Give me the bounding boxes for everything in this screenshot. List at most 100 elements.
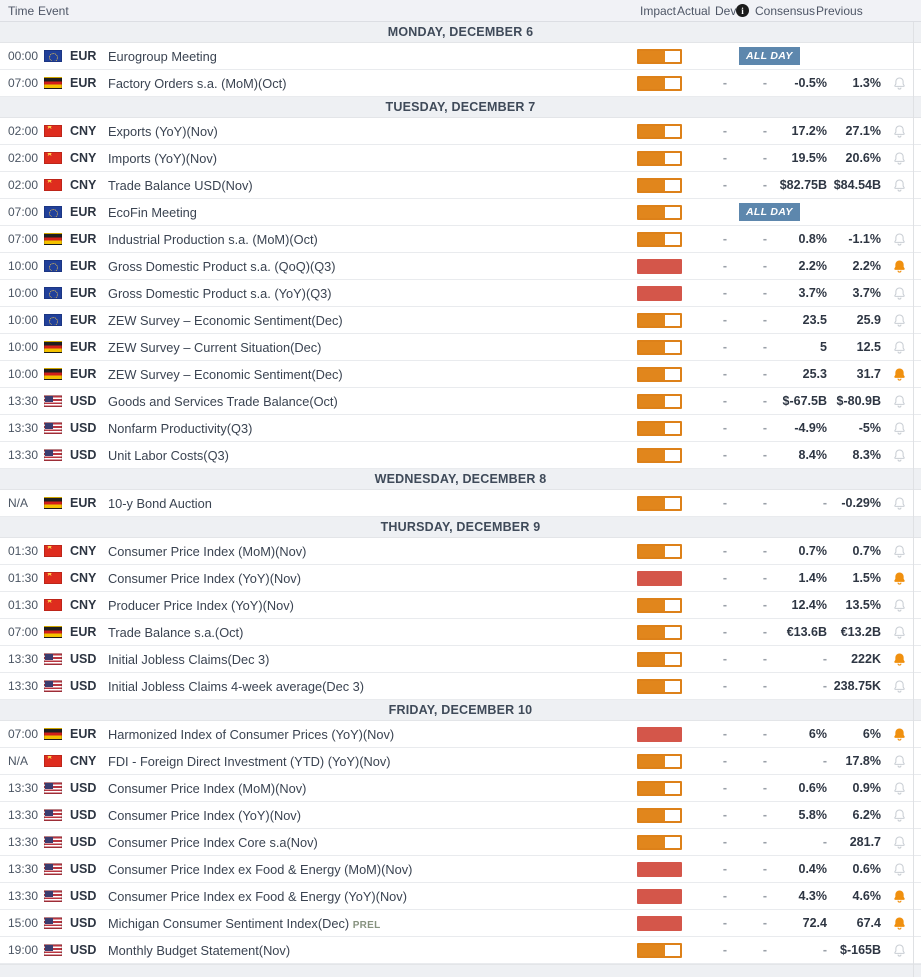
event-name: Harmonized Index of Consumer Prices (YoY…: [108, 726, 395, 742]
event-row[interactable]: 15:00 USD Michigan Consumer Sentiment Inde…: [0, 910, 921, 937]
actual-value: -: [722, 862, 727, 876]
event-time: 13:30: [8, 835, 39, 849]
bell-icon-active[interactable]: [881, 259, 913, 274]
previous-value: 6.2%: [852, 808, 882, 822]
event-row[interactable]: 10:00 EUR Gross Domestic Product s.a. (YoY…: [0, 280, 921, 307]
event-name: Consumer Price Index Core s.a(Nov): [108, 834, 318, 850]
actual-value: -: [722, 232, 727, 246]
bell-icon[interactable]: [881, 781, 913, 796]
event-time: 02:00: [8, 151, 39, 165]
event-row[interactable]: 13:30 USD Consumer Price Index (MoM)(Nov) -…: [0, 775, 921, 802]
event-row[interactable]: 10:00 EUR ZEW Survey – Current Situation(D…: [0, 334, 921, 361]
dev-value: -: [762, 340, 767, 354]
actual-value: -: [722, 598, 727, 612]
event-row[interactable]: 07:00 EUR Industrial Production s.a. (MoM)…: [0, 226, 921, 253]
event-row[interactable]: 00:00 EUR Eurogroup Meeting ALL DAY: [0, 43, 921, 70]
bell-icon[interactable]: [881, 124, 913, 139]
event-row[interactable]: 07:00 EUR EcoFin Meeting ALL DAY: [0, 199, 921, 226]
bell-icon[interactable]: [881, 943, 913, 958]
previous-value: 1.3%: [852, 76, 882, 90]
event-row[interactable]: 02:00 CNY Imports (YoY)(Nov) - - 19.5% 20.6%: [0, 145, 921, 172]
actual-value: -: [722, 652, 727, 666]
event-row[interactable]: 13:30 USD Initial Jobless Claims(Dec 3) - - -…: [0, 646, 921, 673]
event-row[interactable]: 13:30 USD Goods and Services Trade Balance…: [0, 388, 921, 415]
de-flag-icon: [44, 497, 62, 509]
event-row[interactable]: 13:30 USD Consumer Price Index ex Food & E…: [0, 883, 921, 910]
previous-value: $-165B: [840, 943, 881, 957]
event-time: 10:00: [8, 286, 39, 300]
event-row[interactable]: 02:00 CNY Exports (YoY)(Nov) - - 17.2% 27.1%: [0, 118, 921, 145]
cn-flag-icon: [44, 599, 62, 611]
impact-bar-fill: [639, 782, 666, 794]
event-row[interactable]: 07:00 EUR Harmonized Index of Consumer Pri…: [0, 721, 921, 748]
bell-icon-active[interactable]: [881, 889, 913, 904]
cn-flag-icon: [44, 572, 62, 584]
currency-code: USD: [70, 889, 97, 903]
event-row[interactable]: 10:00 EUR Gross Domestic Product s.a. (QoQ…: [0, 253, 921, 280]
bell-icon-active[interactable]: [881, 571, 913, 586]
bell-icon[interactable]: [881, 808, 913, 823]
bell-icon-active[interactable]: [881, 916, 913, 931]
event-time: N/A: [8, 754, 29, 768]
previous-value: 0.9%: [852, 781, 882, 795]
actual-value: -: [722, 808, 727, 822]
bell-icon[interactable]: [881, 286, 913, 301]
event-time: 07:00: [8, 727, 39, 741]
bell-icon[interactable]: [881, 679, 913, 694]
bell-icon[interactable]: [881, 448, 913, 463]
consensus-value: -: [822, 754, 827, 768]
event-row[interactable]: 01:30 CNY Consumer Price Index (MoM)(Nov) -…: [0, 538, 921, 565]
impact-bar-fill: [639, 836, 666, 848]
event-row[interactable]: 13:30 USD Nonfarm Productivity(Q3) - - -4.9% -…: [0, 415, 921, 442]
actual-value: -: [722, 151, 727, 165]
dev-info-icon[interactable]: i: [736, 4, 749, 17]
event-row[interactable]: 13:30 USD Consumer Price Index (YoY)(Nov) -…: [0, 802, 921, 829]
day-header: THURSDAY, DECEMBER 9: [0, 517, 921, 538]
previous-value: 8.3%: [852, 448, 882, 462]
column-header-consensus: Consensus: [755, 4, 816, 18]
impact-bar-fill: [639, 314, 666, 326]
event-row[interactable]: 10:00 EUR ZEW Survey – Economic Sentiment(…: [0, 307, 921, 334]
event-row[interactable]: N/A CNY FDI - Foreign Direct Investment (Y…: [0, 748, 921, 775]
bell-icon[interactable]: [881, 151, 913, 166]
event-name: EcoFin Meeting: [108, 204, 197, 220]
bell-icon[interactable]: [881, 544, 913, 559]
event-row[interactable]: 07:00 EUR Factory Orders s.a. (MoM)(Oct) - -…: [0, 70, 921, 97]
bell-icon-active[interactable]: [881, 652, 913, 667]
previous-value: 281.7: [849, 835, 881, 849]
event-row[interactable]: 01:30 CNY Producer Price Index (YoY)(Nov) -…: [0, 592, 921, 619]
bell-icon[interactable]: [881, 625, 913, 640]
dev-value: -: [762, 727, 767, 741]
bell-icon[interactable]: [881, 421, 913, 436]
event-name: Eurogroup Meeting: [108, 48, 217, 64]
event-time: 00:00: [8, 49, 39, 63]
bell-icon[interactable]: [881, 232, 913, 247]
event-row[interactable]: N/A EUR 10-y Bond Auction - - - -0.29%: [0, 490, 921, 517]
bell-icon[interactable]: [881, 835, 913, 850]
bell-icon[interactable]: [881, 313, 913, 328]
event-row[interactable]: 10:00 EUR ZEW Survey – Economic Sentiment(…: [0, 361, 921, 388]
event-name: Goods and Services Trade Balance(Oct): [108, 393, 338, 409]
us-flag-icon: [44, 890, 62, 902]
bell-icon[interactable]: [881, 598, 913, 613]
event-row[interactable]: 01:30 CNY Consumer Price Index (YoY)(Nov) -…: [0, 565, 921, 592]
bell-icon-active[interactable]: [881, 727, 913, 742]
event-name: Consumer Price Index (YoY)(Nov): [108, 570, 301, 586]
event-row[interactable]: 13:30 USD Initial Jobless Claims 4-week av…: [0, 673, 921, 700]
bell-icon[interactable]: [881, 76, 913, 91]
bell-icon[interactable]: [881, 754, 913, 769]
bell-icon[interactable]: [881, 496, 913, 511]
event-row[interactable]: 13:30 USD Consumer Price Index Core s.a(No…: [0, 829, 921, 856]
bell-icon-active[interactable]: [881, 367, 913, 382]
bell-icon[interactable]: [881, 340, 913, 355]
event-row[interactable]: 13:30 USD Consumer Price Index ex Food & E…: [0, 856, 921, 883]
event-time: 07:00: [8, 76, 39, 90]
event-row[interactable]: 02:00CNYTrade Balance USD(Nov)--$82.75B$…: [0, 172, 921, 199]
event-row[interactable]: 13:30 USD Unit Labor Costs(Q3) - - 8.4% 8.3%: [0, 442, 921, 469]
bell-icon[interactable]: [881, 178, 913, 193]
event-row[interactable]: 07:00 EUR Trade Balance s.a.(Oct) - - €13.6B €…: [0, 619, 921, 646]
bell-icon[interactable]: [881, 394, 913, 409]
bell-icon[interactable]: [881, 862, 913, 877]
event-name: Factory Orders s.a. (MoM)(Oct): [108, 75, 287, 91]
event-row[interactable]: 19:00 USD Monthly Budget Statement(Nov) - - -…: [0, 937, 921, 964]
